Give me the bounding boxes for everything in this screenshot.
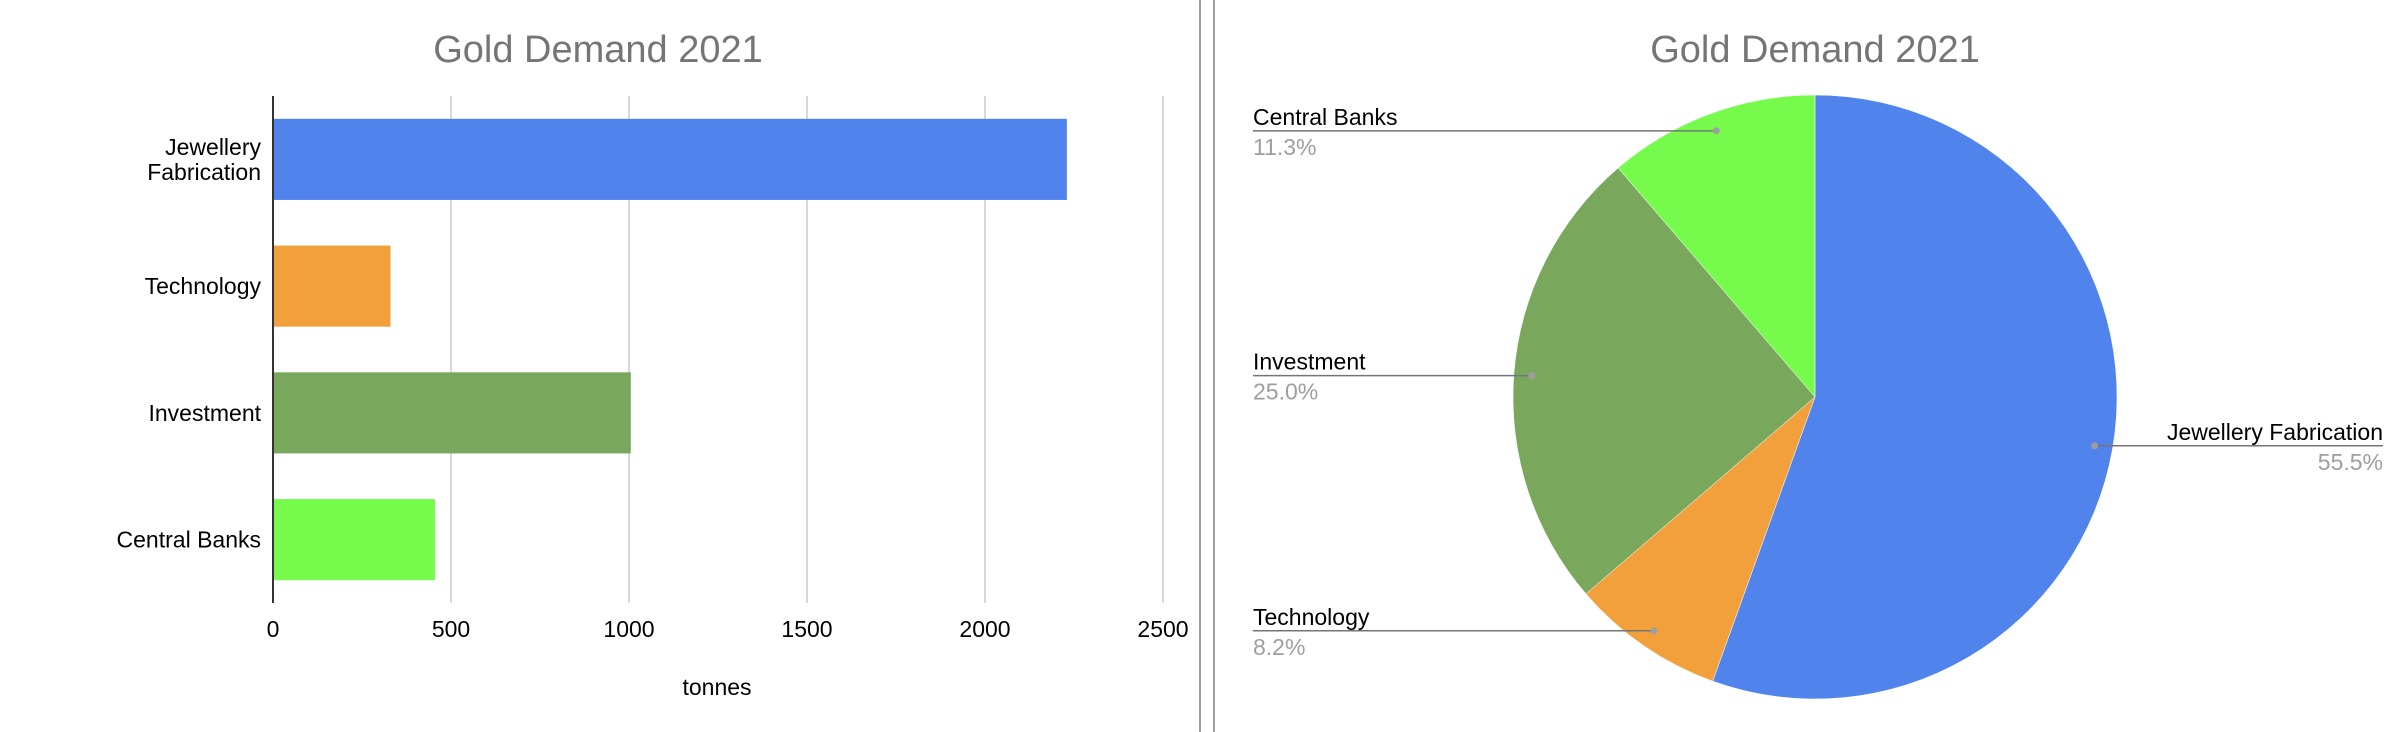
pie-leader-dot xyxy=(1712,127,1720,135)
bar-x-tick-label: 1000 xyxy=(603,616,654,642)
pie-slice xyxy=(1585,396,1816,682)
pie-chart: Gold Demand 2021 Jewellery Fabrication 55… xyxy=(1253,29,2383,700)
pie-labels: Jewellery Fabrication 55.5% Technology 8.2%… xyxy=(1253,104,2383,660)
pie-slices xyxy=(1512,94,2118,700)
bar-x-tick-label: 500 xyxy=(432,616,470,642)
bar-chart: Gold Demand 2021 Jewellery Fabrication Tec… xyxy=(117,29,1189,700)
pie-slice-percent: 25.0% xyxy=(1253,379,1318,405)
pie-slice xyxy=(1617,94,1816,398)
bar-series xyxy=(273,118,1067,581)
pie-slice-percent: 8.2% xyxy=(1253,634,1305,660)
bar-category-labels: Jewellery Fabrication Technology Investment… xyxy=(117,134,262,553)
bar-x-tick-label: 2500 xyxy=(1137,616,1188,642)
bar xyxy=(273,499,435,581)
pie-slice xyxy=(1512,167,1816,595)
bar-x-axis-label: tonnes xyxy=(682,674,751,700)
bar-x-tick-labels: 0 500 1000 1500 2000 2500 xyxy=(267,616,1189,642)
bar-category-label: Investment xyxy=(149,400,262,426)
pie-leader-dot xyxy=(1528,372,1536,380)
panel-divider xyxy=(1199,0,1215,732)
bar-chart-title: Gold Demand 2021 xyxy=(433,29,763,71)
pie-leader-dot xyxy=(2091,442,2099,450)
bar-x-tick-label: 2000 xyxy=(959,616,1010,642)
bar-x-tick-label: 1500 xyxy=(781,616,832,642)
pie-leader-dot xyxy=(1650,627,1658,635)
bar-category-label: Jewellery Fabrication xyxy=(147,134,261,185)
bar xyxy=(273,245,391,327)
bar xyxy=(273,118,1067,200)
bar-x-tick-label: 0 xyxy=(267,616,280,642)
pie-slice-label: Investment xyxy=(1253,349,1366,375)
pie-slice-percent: 55.5% xyxy=(2318,449,2383,475)
bar xyxy=(273,372,631,454)
pie-slice xyxy=(1712,94,2118,700)
pie-slice-label: Central Banks xyxy=(1253,104,1397,130)
pie-slice-label: Jewellery Fabrication xyxy=(2167,419,2383,445)
bar-category-label: Central Banks xyxy=(117,527,261,553)
pie-slice-label: Technology xyxy=(1253,604,1370,630)
bar-category-label: Technology xyxy=(145,273,262,299)
pie-slice-percent: 11.3% xyxy=(1253,134,1317,160)
pie-chart-title: Gold Demand 2021 xyxy=(1650,29,1980,71)
